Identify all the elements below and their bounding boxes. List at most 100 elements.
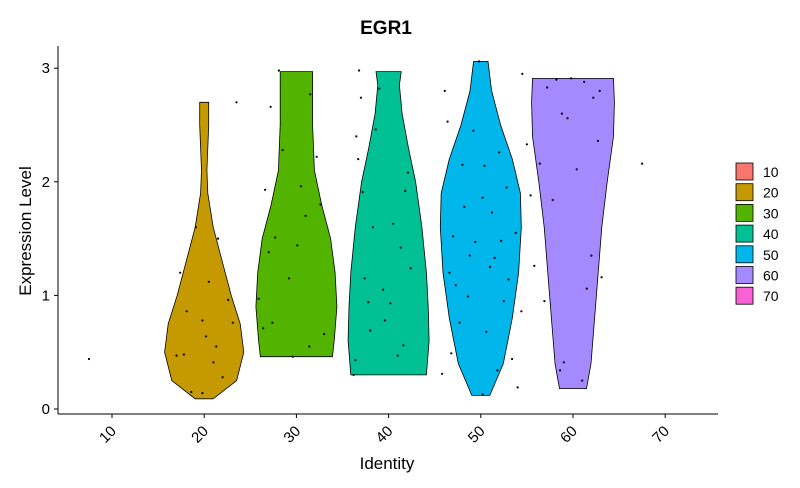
data-point: [369, 329, 372, 332]
data-point: [404, 189, 407, 192]
data-point: [498, 151, 501, 154]
data-point: [533, 264, 536, 267]
data-point: [257, 297, 260, 300]
data-point: [468, 254, 471, 257]
violin-50: [439, 61, 522, 396]
legend-swatch: [735, 183, 754, 202]
data-point: [446, 120, 449, 123]
legend-label: 30: [763, 205, 779, 221]
data-point: [510, 357, 514, 361]
data-point: [525, 143, 529, 146]
data-point: [227, 298, 230, 301]
data-point: [502, 300, 505, 303]
data-point: [538, 162, 541, 165]
data-point: [315, 155, 318, 158]
y-axis: 0 1 2 3: [42, 46, 59, 418]
data-point: [483, 164, 486, 167]
data-point: [309, 93, 312, 96]
data-point: [352, 373, 355, 376]
data-point: [590, 254, 593, 257]
data-point: [299, 185, 303, 188]
data-point: [374, 128, 377, 131]
legend-swatch: [735, 224, 754, 243]
x-tick-label: 30: [280, 423, 304, 447]
data-point: [357, 158, 360, 161]
data-point: [458, 321, 461, 324]
data-point: [355, 135, 358, 138]
data-point: [472, 129, 475, 132]
data-point: [441, 372, 444, 375]
data-point: [450, 352, 453, 355]
y-tick-label: 3: [42, 60, 50, 77]
data-point: [267, 251, 270, 254]
data-point: [87, 357, 91, 361]
legend-swatch: [735, 245, 754, 264]
data-point: [383, 319, 386, 322]
data-point: [264, 188, 267, 191]
data-point: [543, 300, 546, 303]
data-point: [304, 214, 307, 217]
data-point: [363, 277, 366, 280]
legend-label: 70: [763, 288, 779, 304]
data-point: [477, 60, 481, 63]
data-point: [269, 105, 272, 108]
legend-swatch: [735, 266, 754, 284]
data-point: [271, 321, 274, 324]
data-point: [221, 376, 224, 379]
violin-20: [164, 101, 245, 400]
data-point: [529, 194, 532, 197]
legend-label: 20: [763, 185, 779, 201]
data-point: [500, 239, 503, 242]
x-tick-label: 60: [557, 423, 581, 447]
data-point: [182, 353, 185, 356]
data-point: [575, 168, 578, 171]
data-point: [396, 354, 399, 357]
data-point: [481, 393, 484, 396]
data-point: [201, 319, 204, 322]
y-axis-label: Expression Level: [16, 166, 35, 295]
data-point: [560, 112, 564, 115]
data-point: [354, 359, 357, 362]
data-point: [485, 330, 488, 333]
y-tick-label: 1: [42, 287, 50, 304]
legend: 10 20 30 40 50 60 70: [735, 162, 779, 305]
data-point: [481, 196, 484, 199]
data-point: [496, 369, 499, 372]
data-point: [454, 284, 457, 287]
data-point: [463, 205, 466, 208]
data-point: [308, 345, 311, 348]
data-point: [274, 236, 277, 239]
legend-swatch: [735, 203, 754, 222]
data-point: [461, 163, 464, 166]
legend-label: 40: [763, 226, 779, 242]
y-tick-label: 2: [42, 174, 50, 191]
data-point: [406, 171, 410, 174]
data-point: [566, 117, 569, 120]
data-point: [520, 310, 523, 313]
data-point: [596, 139, 600, 142]
data-point: [448, 271, 451, 274]
data-point: [207, 280, 210, 283]
data-point: [359, 96, 362, 99]
data-point: [382, 288, 385, 291]
legend-label: 60: [763, 268, 779, 284]
data-point: [190, 390, 193, 394]
violin-40: [347, 71, 430, 376]
data-point: [389, 302, 392, 305]
data-point: [319, 203, 322, 206]
data-point: [592, 96, 595, 99]
data-point: [583, 80, 586, 83]
x-tick-label: 50: [465, 423, 489, 447]
data-point: [358, 69, 361, 72]
violin-60: [531, 78, 615, 389]
data-point: [452, 235, 455, 238]
data-point: [215, 345, 218, 348]
x-tick-label: 70: [649, 423, 673, 447]
x-axis: 10 20 30 40 50 60 70: [58, 413, 718, 447]
data-point: [194, 226, 197, 229]
chart-title: EGR1: [360, 18, 412, 39]
legend-swatch: [735, 162, 754, 181]
y-tick-label: 0: [42, 401, 50, 418]
x-axis-label: Identity: [360, 454, 415, 473]
data-point: [559, 369, 562, 372]
